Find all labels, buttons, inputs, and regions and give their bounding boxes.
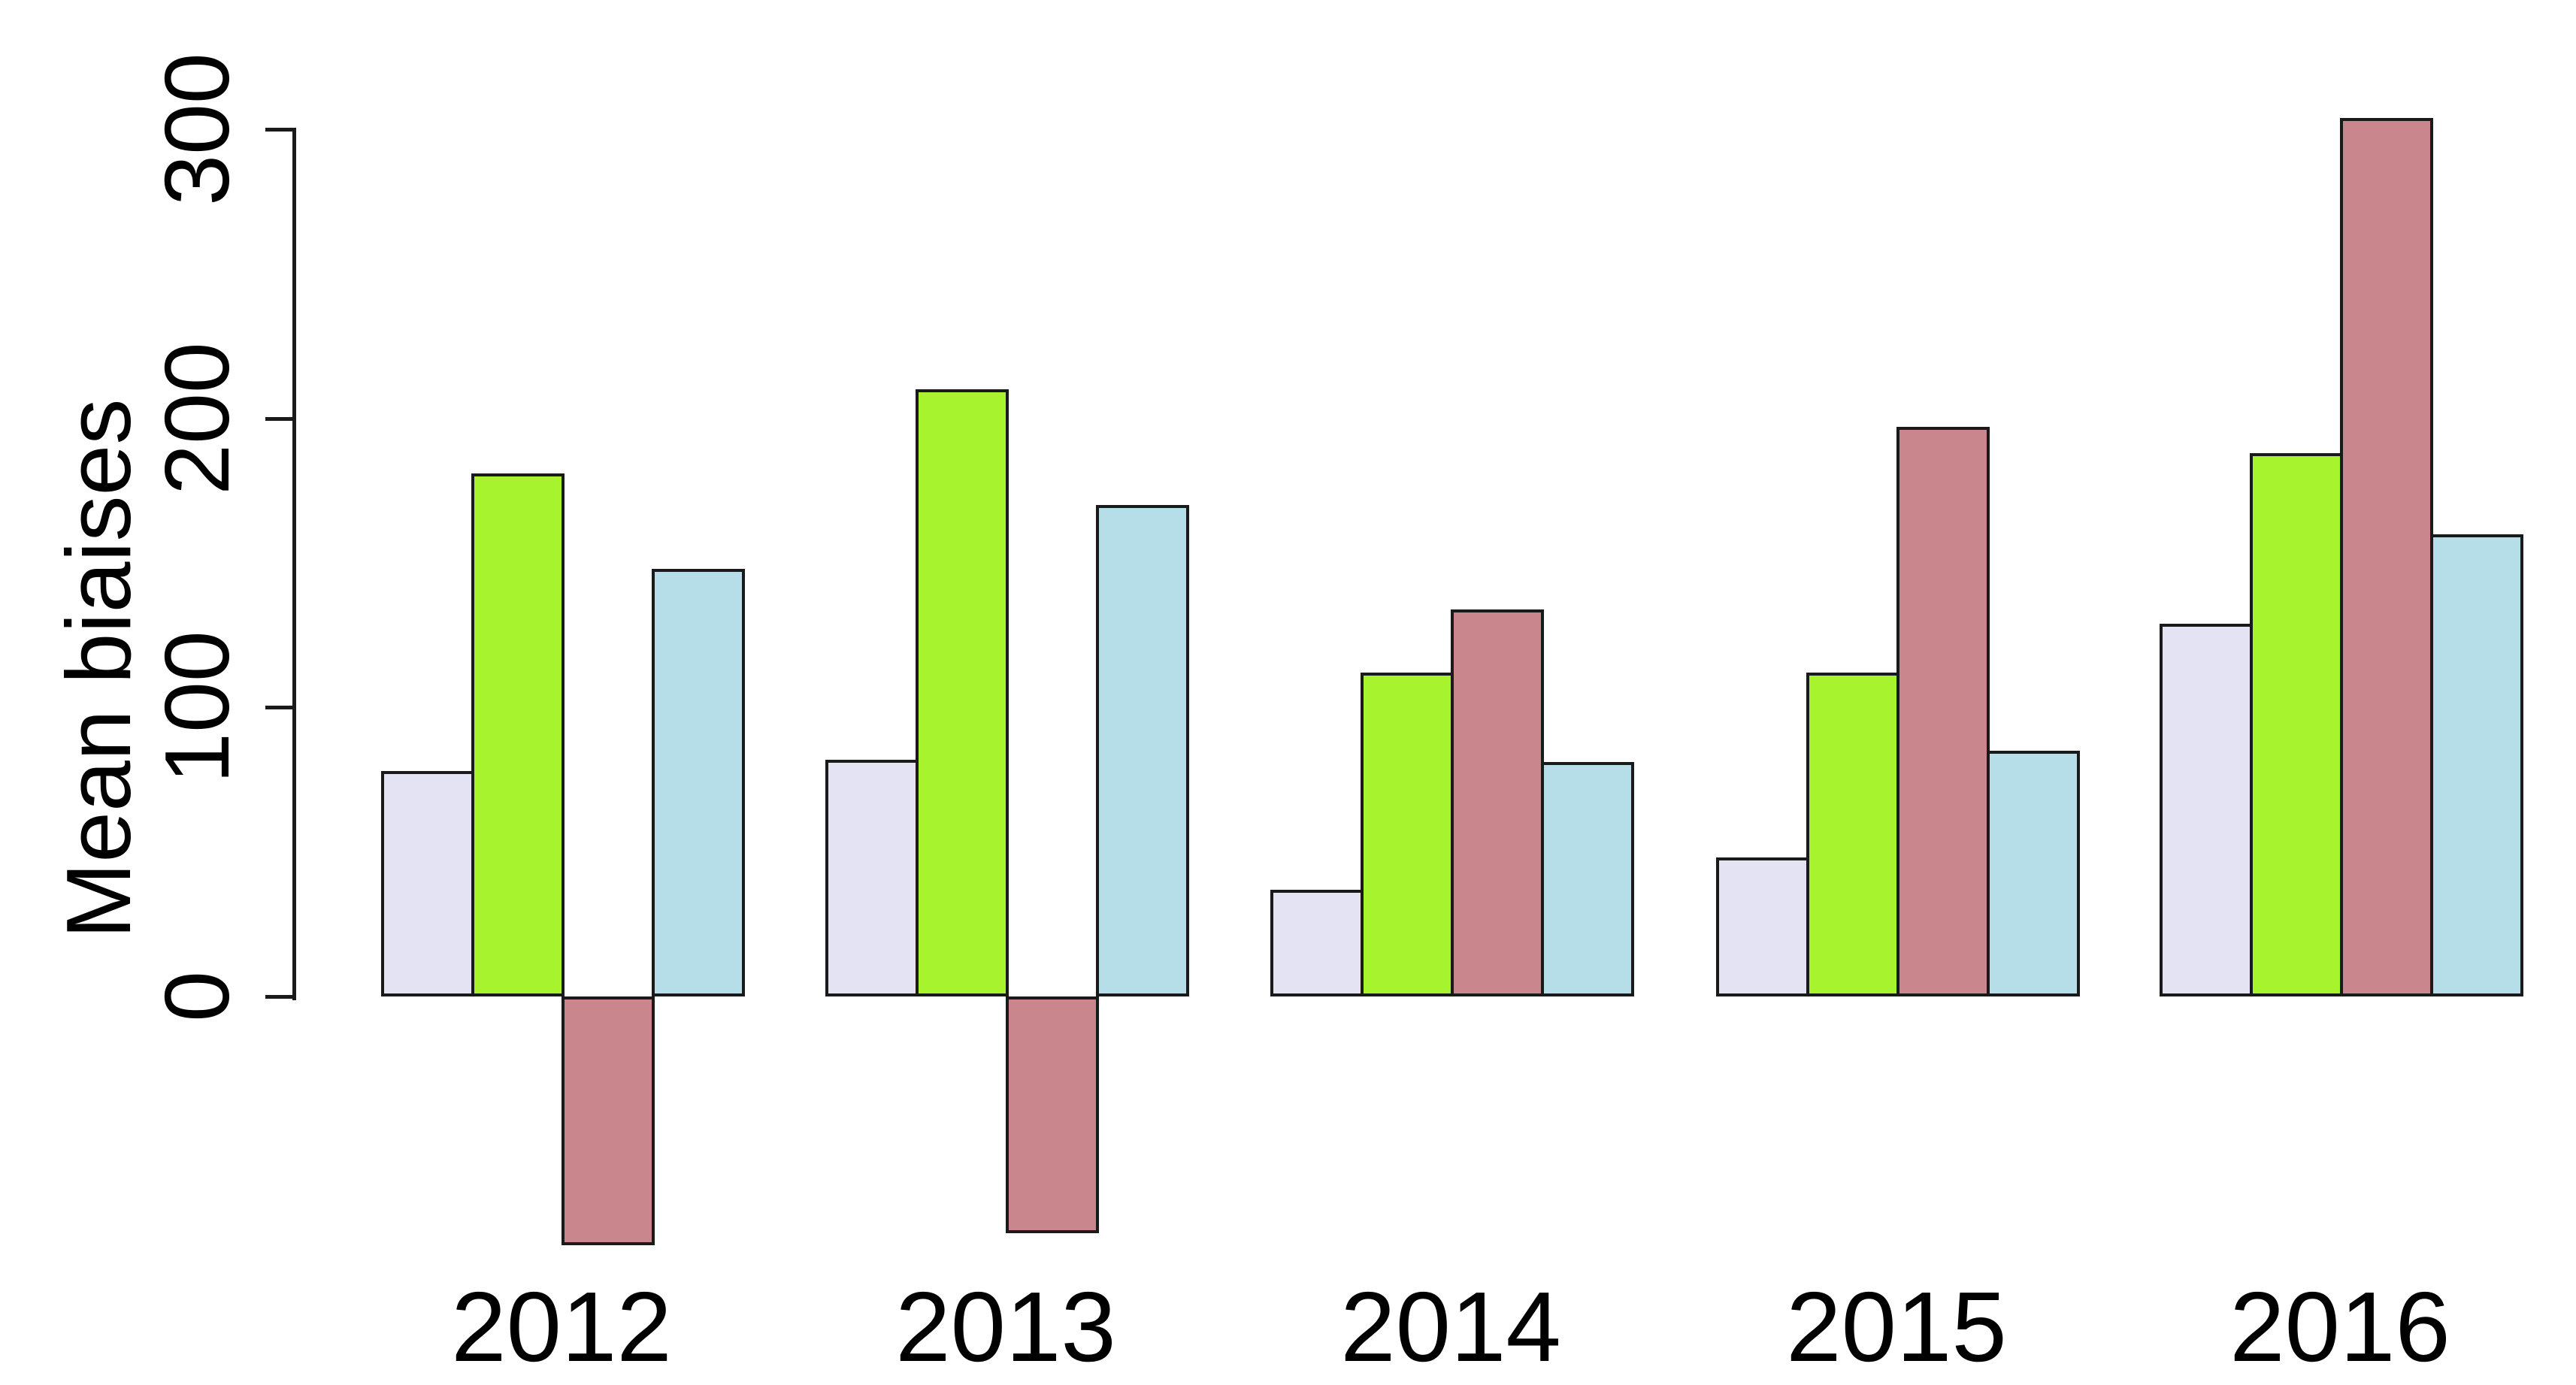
x-category-label-2014: 2014 (1340, 1272, 1561, 1382)
bar-2016-series-rose (2340, 118, 2433, 996)
bar-2014-series-lightblue (1541, 762, 1634, 996)
bar-2013-series-lightblue (1096, 505, 1189, 996)
bar-2012-series-lavender (381, 771, 474, 996)
bar-2016-series-lavender (2160, 624, 2253, 996)
y-tick-label: 300 (146, 53, 248, 206)
bar-2013-series-lavender (825, 760, 919, 996)
x-category-label-2013: 2013 (895, 1272, 1116, 1382)
y-tick-mark (265, 995, 296, 999)
y-axis-line (292, 129, 296, 1000)
x-category-label-2015: 2015 (1786, 1272, 2007, 1382)
y-tick-mark (265, 706, 296, 710)
bar-2013-series-rose (1006, 996, 1099, 1233)
x-category-label-2012: 2012 (451, 1272, 672, 1382)
y-tick-mark (265, 128, 296, 132)
bar-2015-series-green (1806, 673, 1899, 996)
y-tick-label: 200 (146, 341, 248, 495)
bar-2014-series-green (1361, 673, 1454, 996)
bar-2016-series-lightblue (2430, 534, 2523, 996)
bar-2012-series-lightblue (652, 569, 745, 996)
x-category-label-2016: 2016 (2229, 1272, 2450, 1382)
y-axis-title: Mean biaises (47, 398, 150, 939)
bar-2015-series-lightblue (1987, 751, 2080, 996)
bar-2014-series-rose (1451, 609, 1544, 996)
y-tick-label: 0 (146, 971, 248, 1022)
bar-2015-series-rose (1896, 427, 1990, 996)
bar-2013-series-green (916, 389, 1009, 996)
bar-2012-series-rose (562, 996, 655, 1245)
y-tick-mark (265, 416, 296, 421)
bar-2016-series-green (2250, 453, 2343, 996)
y-tick-label: 100 (146, 631, 248, 785)
bar-2014-series-lavender (1270, 890, 1364, 996)
bar-2012-series-green (471, 473, 565, 996)
bar-2015-series-lavender (1716, 857, 1809, 996)
